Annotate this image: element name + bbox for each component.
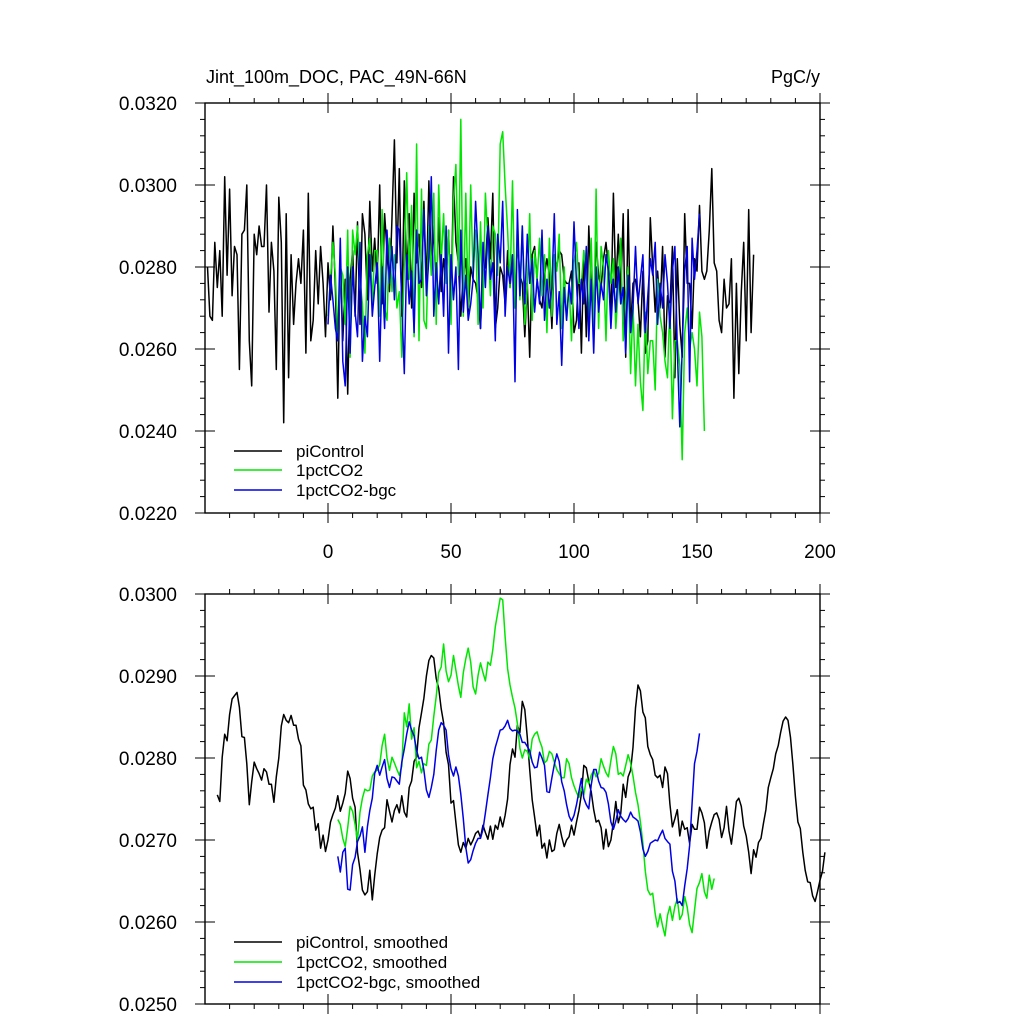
legend-label-1pctco2-bgc-smoothed: 1pctCO2-bgc, smoothed: [296, 973, 480, 992]
bottom-chart-legend: piControl, smoothed 1pctCO2, smoothed 1p…: [234, 933, 480, 992]
legend-label-picontrol-smoothed: piControl, smoothed: [296, 933, 448, 952]
bottom-chart-series: [216, 597, 826, 937]
y-tick-label: 0.0280: [119, 258, 177, 279]
bottom-chart-frame: [204, 593, 821, 1005]
top-chart: Jint_100m_DOC, PAC_49N-66N PgC/y 0 50 100 1…: [119, 67, 836, 563]
y-tick-label: 0.0300: [119, 176, 177, 197]
y-tick-label: 0.0290: [119, 667, 177, 688]
top-chart-series: [206, 118, 755, 461]
y-tick-label: 0.0280: [119, 749, 177, 770]
y-tick-label: 0.0220: [119, 504, 177, 525]
legend-label-picontrol: piControl: [296, 442, 364, 461]
x-tick-label: 0: [323, 542, 334, 563]
top-chart-legend: piControl 1pctCO2 1pctCO2-bgc: [234, 442, 397, 500]
x-tick-label: 200: [804, 542, 836, 563]
legend-label-1pctco2: 1pctCO2: [296, 461, 363, 480]
y-tick-label: 0.0300: [119, 585, 177, 606]
legend-label-1pctco2-bgc: 1pctCO2-bgc: [296, 481, 397, 500]
bottom-chart: 0.0250 0.0260 0.0270 0.0280 0.0290 0.0300 piC…: [119, 584, 830, 1016]
top-chart-units: PgC/y: [771, 67, 820, 87]
y-tick-label: 0.0320: [119, 94, 177, 115]
top-chart-title: Jint_100m_DOC, PAC_49N-66N: [206, 67, 467, 88]
y-tick-label: 0.0250: [119, 995, 177, 1016]
bottom-chart-ticks: 0.0250 0.0260 0.0270 0.0280 0.0290 0.0300: [119, 584, 830, 1016]
y-tick-label: 0.0270: [119, 831, 177, 852]
top-chart-frame: [204, 102, 821, 514]
x-tick-label: 150: [681, 542, 713, 563]
series-line-picontrol-smoothed: [216, 654, 826, 903]
y-tick-label: 0.0240: [119, 422, 177, 443]
y-tick-label: 0.0260: [119, 913, 177, 934]
series-line-1pctco2-bgc: [327, 176, 701, 428]
y-tick-label: 0.0260: [119, 340, 177, 361]
legend-label-1pctco2-smoothed: 1pctCO2, smoothed: [296, 953, 447, 972]
series-line-1pctco2-bgc-smoothed: [337, 719, 701, 907]
x-tick-label: 100: [558, 542, 590, 563]
x-tick-label: 50: [440, 542, 461, 563]
